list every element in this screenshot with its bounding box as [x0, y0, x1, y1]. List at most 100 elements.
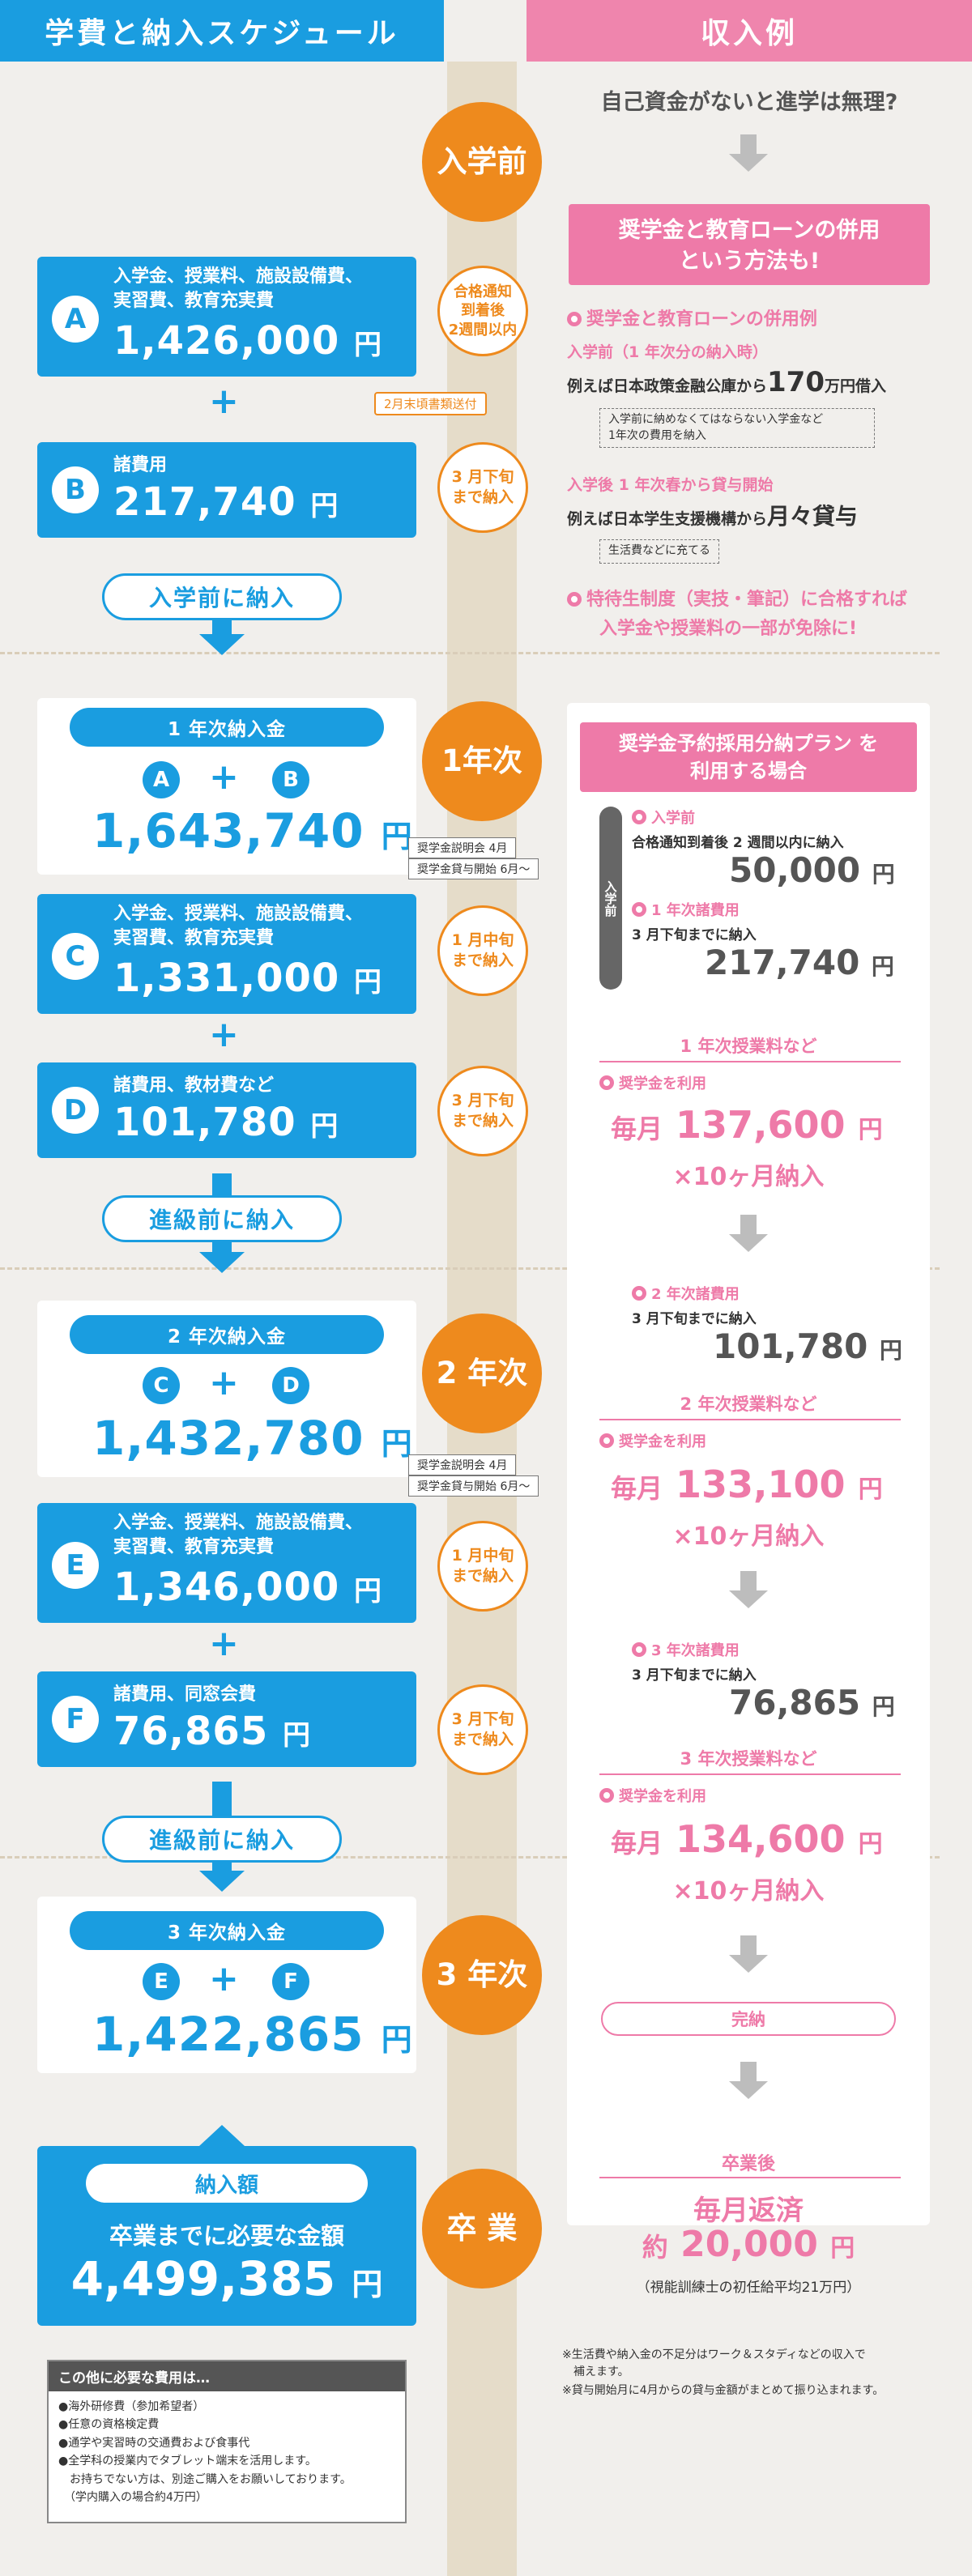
arrow-stem	[212, 1242, 232, 1254]
schedule-header: 学費と納入スケジュール	[0, 0, 444, 62]
stage-year3: 3 年次	[422, 1915, 542, 2035]
timing-f: 3 月下旬 まで納入	[437, 1684, 528, 1775]
pay-before-year2: 進級前に納入	[102, 1195, 342, 1242]
plus-icon: +	[209, 1623, 239, 1664]
x10: ×10ヶ月納入	[672, 1877, 825, 1905]
complete-pill: 完納	[601, 2002, 896, 2036]
down-arrow-icon	[199, 1871, 245, 1892]
after-label: 入学後 1 年次春から貸与開始	[567, 476, 774, 494]
loan-line: 例えば日本政策金融公庫から170万円借入	[567, 366, 887, 398]
pay-before-year3: 進級前に納入	[102, 1816, 342, 1863]
fee-box-a: A 入学金、授業料、施設設備費、 実習費、教育充実費 1,426,000 円	[37, 257, 416, 377]
divider	[0, 1267, 940, 1270]
down-arrow-icon	[729, 1215, 768, 1252]
year1-total: 1,643,740 円	[92, 803, 413, 858]
plan-pre-label: 入学前	[632, 807, 695, 828]
plan-title: 奨学金予約採用分納プラン を 利用する場合	[580, 722, 917, 792]
formula-f: F	[272, 1963, 309, 2000]
down-arrow-icon	[729, 1571, 768, 1608]
grad-total: 4,499,385 円	[70, 2251, 383, 2306]
pay-before-enroll: 入学前に納入	[102, 573, 342, 620]
pink-rule	[599, 1419, 901, 1420]
plan-1-label: 1 年次諸費用	[632, 899, 740, 920]
y2-fee-amount: 101,780 円	[713, 1326, 902, 1366]
scholar-note: 奨学金説明会 4月	[408, 837, 517, 858]
timing-d: 3 月下旬 まで納入	[437, 1066, 528, 1156]
timing-a: 合格通知 到着後 2週間以内	[437, 266, 528, 356]
fee-amount: 1,426,000 円	[113, 318, 382, 364]
y1-monthly: 毎月 137,600 円	[611, 1103, 883, 1147]
label-e: E	[52, 1542, 99, 1589]
extras-box: この他に必要な費用は… ●海外研修費（参加希望者） ●任意の資格検定費 ●通学や…	[47, 2360, 407, 2523]
plus-icon: +	[209, 756, 239, 798]
use-scholar: 奨学金を利用	[599, 1430, 706, 1451]
plan-1-amount: 217,740 円	[705, 943, 894, 982]
special-line2: 入学金や授業料の一部が免除に!	[599, 619, 858, 639]
loan-note: 入学前に納めなくてはならない入学金など 1年次の費用を納入	[599, 408, 875, 449]
combo-title: 奨学金と教育ローンの併用 という方法も!	[569, 204, 930, 285]
down-arrow-icon	[729, 134, 768, 172]
year3-total-box: 3 年次納入金 E + F 1,422,865 円	[37, 1897, 416, 2073]
extras-item: ●任意の資格検定費	[58, 2418, 160, 2432]
year1-title: 1 年次納入金	[70, 708, 384, 747]
plus-icon: +	[209, 1958, 239, 1999]
y2-monthly: 毎月 133,100 円	[611, 1463, 883, 1506]
scholar-note: 奨学金貸与開始 6月〜	[408, 1475, 539, 1497]
pink-rule	[599, 1773, 901, 1775]
down-arrow-icon	[199, 1252, 245, 1273]
fee-desc: 諸費用、教材費など	[113, 1075, 275, 1096]
label-c: C	[52, 933, 99, 980]
scholar-note: 奨学金貸与開始 6月〜	[408, 858, 539, 879]
fee-desc: 入学金、授業料、施設設備費、 実習費、教育充実費	[113, 266, 364, 312]
year2-total: 1,432,780 円	[92, 1411, 413, 1466]
grad-subtitle: 卒業までに必要な金額	[109, 2222, 344, 2250]
extras-item: ●通学や実習時の交通費および食事代	[58, 2436, 250, 2450]
divider	[0, 1856, 940, 1859]
grad-title: 納入額	[86, 2164, 368, 2203]
fee-box-d: D 諸費用、教材費など 101,780 円	[37, 1062, 416, 1158]
extras-title: この他に必要な費用は…	[49, 2361, 405, 2391]
income-header: 収入例	[526, 0, 972, 62]
y3-fee-text: 3 月下旬までに納入	[632, 1667, 757, 1684]
use-scholar: 奨学金を利用	[599, 1072, 706, 1093]
footnote: ※貸与開始月に4月からの貸与金額がまとめて振り込まれます。	[562, 2384, 885, 2397]
extras-item: ●海外研修費（参加希望者）	[58, 2400, 205, 2413]
y3-fee-label: 3 年次諸費用	[632, 1639, 740, 1660]
combo-example: 奨学金と教育ローンの併用例	[567, 304, 817, 330]
plus-icon: +	[209, 1014, 239, 1055]
label-a: A	[52, 296, 99, 343]
after-grad: 卒業後	[721, 2154, 775, 2174]
x10: ×10ヶ月納入	[672, 1163, 825, 1191]
up-arrow-icon	[199, 2125, 245, 2146]
fee-amount: 101,780 円	[113, 1100, 339, 1145]
year1-total-box: 1 年次納入金 A + B 1,643,740 円	[37, 698, 416, 875]
down-arrow-icon	[729, 2062, 768, 2099]
y3-fee-amount: 76,865 円	[729, 1683, 895, 1722]
plan-pre-amount: 50,000 円	[729, 850, 895, 890]
stage-year2: 2 年次	[422, 1314, 542, 1433]
income-question: 自己資金がないと進学は無理?	[600, 90, 898, 115]
timing-b: 3 月下旬 まで納入	[437, 442, 528, 533]
fee-amount: 76,865 円	[113, 1709, 311, 1754]
timing-c: 1 月中旬 まで納入	[437, 905, 528, 996]
year3-title: 3 年次納入金	[70, 1911, 384, 1950]
timing-e: 1 月中旬 まで納入	[437, 1521, 528, 1612]
jasso-note: 生活費などに充てる	[599, 539, 719, 564]
label-d: D	[52, 1087, 99, 1134]
jasso-line: 例えば日本学生支援機構から月々貸与	[567, 503, 859, 530]
formula-a: A	[143, 761, 180, 798]
document-tag: 2月末頃書類送付	[374, 392, 487, 415]
fee-amount: 1,331,000 円	[113, 956, 382, 1001]
repay-amount: 約 20,000 円	[642, 2224, 855, 2265]
y3-monthly: 毎月 134,600 円	[611, 1817, 883, 1861]
grad-total-box: 納入額 卒業までに必要な金額 4,499,385 円	[37, 2146, 416, 2326]
pre-label: 入学前（1 年次分の納入時）	[567, 343, 768, 361]
year2-total-box: 2 年次納入金 C + D 1,432,780 円	[37, 1301, 416, 1477]
year3-total: 1,422,865 円	[92, 2007, 413, 2062]
divider	[0, 652, 940, 654]
arrow-stem	[212, 1173, 232, 1196]
formula-e: E	[143, 1963, 180, 2000]
footnote: ※生活費や納入金の不足分はワーク＆スタディなどの収入で 補えます。	[562, 2348, 866, 2378]
label-b: B	[52, 466, 99, 513]
fee-amount: 217,740 円	[113, 479, 339, 525]
